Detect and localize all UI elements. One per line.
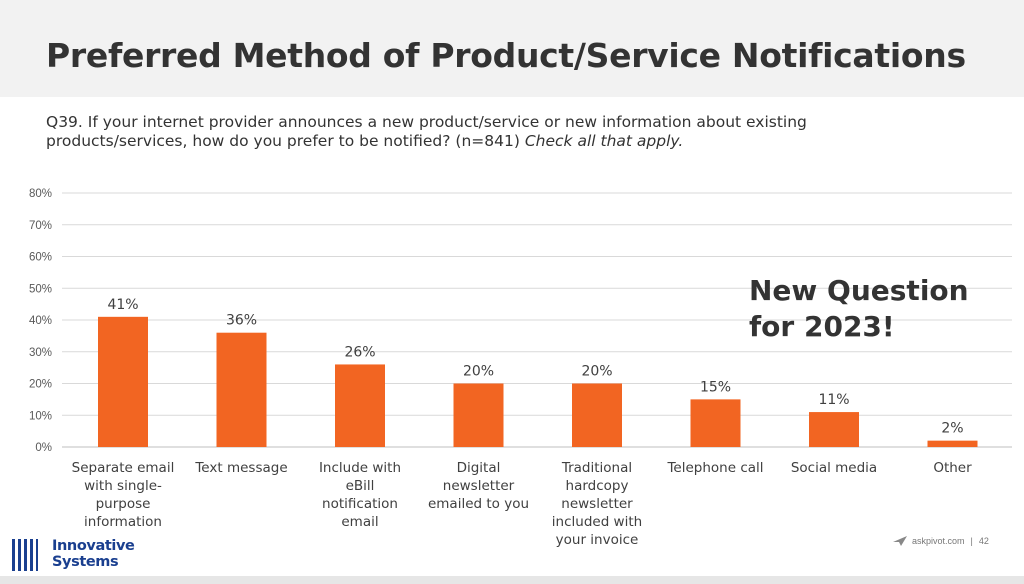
- bar: [572, 383, 622, 447]
- data-label: 41%: [107, 297, 138, 313]
- bottom-band: [0, 576, 1024, 584]
- x-tick-label: Separate email with single-purpose informa…: [72, 460, 175, 530]
- x-tick-label: Other: [933, 460, 972, 476]
- company-logo: Innovative Systems: [12, 537, 162, 573]
- bar: [335, 364, 385, 447]
- data-label: 36%: [226, 313, 257, 329]
- x-tick-label: Include with eBill notification email: [319, 460, 401, 530]
- data-label: 2%: [941, 421, 963, 437]
- bar: [98, 316, 148, 447]
- footer: askpivot.com | 42: [893, 536, 989, 546]
- x-tick-label: Social media: [791, 460, 877, 476]
- logo-line-1: Innovative: [52, 538, 135, 554]
- x-tick-label: Text message: [194, 460, 287, 476]
- x-tick-label: Telephone call: [666, 460, 763, 476]
- question-text: Q39. If your internet provider announces…: [46, 113, 926, 151]
- bar: [809, 412, 859, 447]
- y-tick-label: 30%: [29, 347, 52, 359]
- y-tick-label: 70%: [29, 220, 52, 232]
- bar: [453, 383, 504, 447]
- data-label: 20%: [581, 364, 612, 380]
- x-tick-label: Digital newsletter emailed to you: [428, 460, 529, 512]
- y-tick-label: 60%: [29, 252, 52, 264]
- callout-line-2: for 2023!: [749, 310, 895, 343]
- bar: [927, 440, 978, 447]
- logo-text: Innovative Systems: [52, 538, 135, 570]
- x-tick-label: Traditional hardcopy newsletter included wi…: [552, 460, 642, 548]
- data-label: 26%: [344, 344, 375, 360]
- new-question-callout: New Question for 2023!: [749, 273, 969, 345]
- y-tick-label: 0%: [35, 442, 52, 454]
- bar: [216, 332, 267, 447]
- question-note: Check all that apply.: [524, 132, 684, 150]
- data-label: 11%: [818, 392, 849, 408]
- y-tick-label: 50%: [29, 283, 52, 295]
- y-tick-label: 40%: [29, 315, 52, 327]
- question-body: Q39. If your internet provider announces…: [46, 113, 807, 150]
- title-band: [0, 0, 1024, 97]
- page-number: 42: [978, 536, 989, 546]
- y-tick-label: 10%: [29, 410, 52, 422]
- y-tick-label: 20%: [29, 379, 52, 391]
- paper-plane-icon: [893, 536, 907, 546]
- y-tick-label: 80%: [29, 188, 52, 200]
- data-label: 20%: [463, 364, 494, 380]
- footer-site: askpivot.com: [912, 536, 965, 546]
- page-title: Preferred Method of Product/Service Noti…: [46, 36, 966, 75]
- logo-bars-icon: [12, 539, 42, 571]
- footer-separator: |: [970, 536, 973, 546]
- logo-line-2: Systems: [52, 554, 119, 570]
- data-label: 15%: [700, 379, 731, 395]
- callout-line-1: New Question: [749, 274, 969, 307]
- bar: [690, 399, 741, 447]
